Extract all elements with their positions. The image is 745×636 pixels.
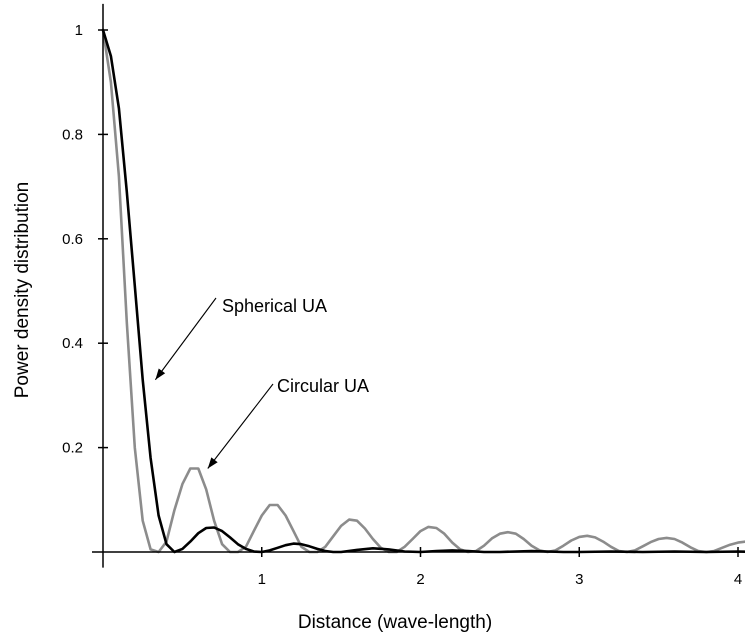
annotation-circular-ua: Circular UA bbox=[277, 376, 369, 396]
annotation-arrowhead bbox=[155, 368, 166, 380]
annotation-arrow-line bbox=[207, 383, 274, 469]
x-axis-title: Distance (wave-length) bbox=[298, 612, 492, 633]
x-tick-label: 1 bbox=[258, 571, 266, 588]
annotation-arrowhead bbox=[207, 457, 218, 469]
y-tick-label: 1 bbox=[75, 22, 83, 39]
y-axis-title: Power density distribution bbox=[12, 182, 33, 399]
x-tick-label: 3 bbox=[575, 571, 583, 588]
annotation-spherical-ua: Spherical UA bbox=[222, 296, 327, 316]
x-tick-label: 4 bbox=[734, 571, 742, 588]
annotation-arrow-line bbox=[154, 297, 217, 381]
plot-curves bbox=[101, 28, 745, 554]
series-line-circular bbox=[101, 28, 745, 554]
y-tick-label: 0.4 bbox=[62, 335, 83, 352]
y-tick-label: 0.2 bbox=[62, 440, 83, 457]
x-tick-label: 2 bbox=[416, 571, 424, 588]
y-tick-label: 0.8 bbox=[62, 126, 83, 143]
axis-ticks: 1 2 3 4 0.2 0.4 0.6 0.8 1 bbox=[62, 22, 742, 588]
axes bbox=[92, 3, 745, 568]
y-tick-label: 0.6 bbox=[62, 231, 83, 248]
annotations: Spherical UA Circular UA bbox=[154, 296, 369, 469]
